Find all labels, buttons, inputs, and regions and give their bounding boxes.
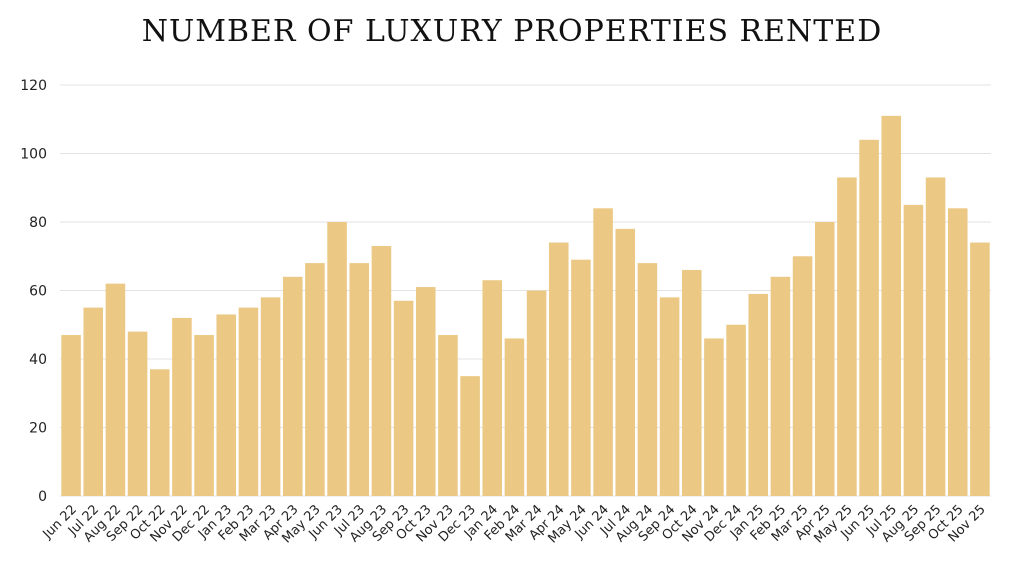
bar — [704, 338, 724, 496]
y-tick-label: 60 — [29, 284, 47, 300]
bar — [149, 369, 170, 496]
bar — [482, 280, 503, 496]
bar — [172, 317, 192, 496]
bar — [526, 290, 547, 496]
bar — [881, 115, 902, 496]
bar — [837, 177, 857, 496]
bar — [83, 307, 104, 496]
bar — [903, 204, 924, 496]
bar — [726, 324, 746, 496]
y-tick-label: 100 — [20, 147, 47, 163]
bar — [105, 283, 126, 496]
bar — [637, 263, 658, 496]
bar — [859, 139, 879, 497]
y-tick-label: 20 — [29, 421, 47, 437]
bar — [925, 177, 946, 496]
bar — [792, 256, 813, 496]
bar — [327, 222, 347, 496]
bar — [814, 222, 835, 496]
bar — [548, 242, 569, 496]
bar — [593, 208, 613, 497]
bar — [970, 242, 990, 496]
bar — [615, 228, 636, 496]
bar — [282, 276, 303, 496]
bar — [216, 314, 237, 496]
bar — [61, 335, 81, 496]
y-tick-label: 80 — [29, 215, 47, 231]
bar — [393, 300, 414, 496]
chart-title: NUMBER OF LUXURY PROPERTIES RENTED — [141, 14, 883, 49]
bar — [194, 335, 214, 496]
y-tick-label: 0 — [38, 489, 47, 505]
bar — [127, 331, 148, 496]
bar — [681, 269, 702, 496]
bar — [770, 276, 791, 496]
bar — [260, 297, 281, 496]
bar — [371, 245, 392, 496]
bar — [659, 297, 680, 496]
bar — [415, 287, 436, 496]
y-tick-label: 40 — [29, 352, 47, 368]
bar — [748, 293, 769, 496]
y-tick-label: 120 — [20, 78, 47, 94]
bar — [571, 259, 591, 496]
bar — [460, 376, 480, 496]
bar — [438, 335, 458, 496]
bar — [349, 263, 370, 496]
bar — [504, 338, 525, 496]
bar — [238, 307, 259, 496]
bar — [305, 263, 325, 496]
bar — [947, 208, 968, 497]
